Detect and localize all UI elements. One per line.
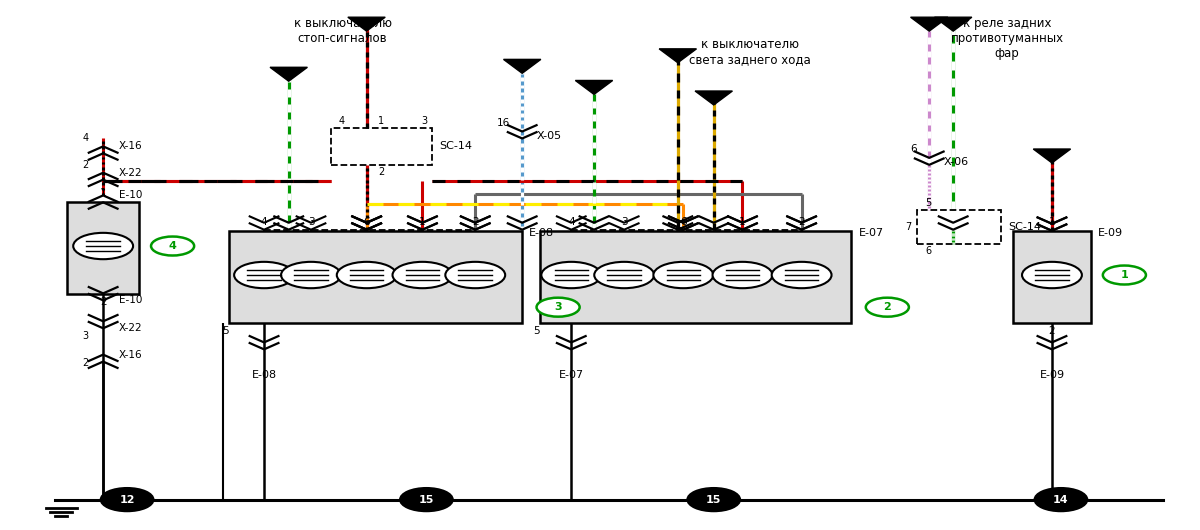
Text: 3: 3 [620,217,628,226]
Text: 5: 5 [925,198,932,208]
Text: X-05: X-05 [536,131,562,141]
Text: 15: 15 [419,494,434,505]
Text: 2: 2 [100,297,107,307]
Text: 2: 2 [83,160,89,170]
Text: к реле задних
противотуманных
фар: к реле задних противотуманных фар [950,17,1063,60]
Circle shape [1034,488,1087,511]
Text: 12: 12 [119,494,134,505]
Polygon shape [270,67,307,81]
Circle shape [281,262,341,288]
Circle shape [772,262,832,288]
Text: 6: 6 [364,217,370,226]
Text: SC-14: SC-14 [1008,222,1042,232]
Circle shape [594,262,654,288]
Circle shape [337,262,397,288]
Text: 16: 16 [497,118,510,128]
Circle shape [392,262,452,288]
Text: 14: 14 [1054,494,1069,505]
Circle shape [713,262,773,288]
Text: 2: 2 [472,217,479,226]
Text: 4: 4 [260,217,268,226]
Text: X-06: X-06 [943,157,968,167]
Text: 3: 3 [83,331,89,341]
Text: SC-14: SC-14 [439,142,473,152]
Circle shape [1103,266,1146,285]
Text: 4: 4 [568,217,575,226]
Text: 1: 1 [1121,270,1128,280]
Text: X-22: X-22 [119,167,143,178]
Text: 6: 6 [680,217,686,226]
Circle shape [536,298,580,316]
Polygon shape [695,91,732,105]
Circle shape [445,262,505,288]
Text: 2: 2 [1049,326,1055,336]
Text: 2: 2 [83,358,89,367]
Circle shape [688,488,740,511]
Circle shape [101,488,154,511]
Text: E-08: E-08 [252,370,277,381]
Text: E-07: E-07 [859,227,883,237]
Text: 2: 2 [798,217,805,226]
Circle shape [1022,262,1082,288]
Text: E-09: E-09 [1098,227,1123,237]
Text: 5: 5 [533,325,540,335]
Circle shape [234,262,294,288]
Text: 4: 4 [340,116,346,126]
Text: 3: 3 [307,217,314,226]
Circle shape [653,262,713,288]
Text: 1: 1 [739,217,745,226]
Text: 1: 1 [378,116,384,126]
Circle shape [151,236,194,255]
Text: к выключателю
стоп-сигналов: к выключателю стоп-сигналов [294,17,391,45]
Circle shape [73,233,133,259]
Text: 7: 7 [905,222,911,232]
Bar [917,210,1001,244]
Circle shape [400,488,452,511]
Text: 2: 2 [883,302,892,312]
Text: E-09: E-09 [1039,370,1064,381]
Polygon shape [911,17,948,31]
Text: 1: 1 [100,188,107,198]
Text: 4: 4 [169,241,176,251]
Text: 3: 3 [421,116,427,126]
Text: 1: 1 [1049,217,1055,226]
Text: E-07: E-07 [559,370,584,381]
Bar [229,231,522,323]
Circle shape [541,262,601,288]
Text: 4: 4 [83,134,89,144]
Bar [331,128,432,165]
Text: к выключателю
света заднего хода: к выключателю света заднего хода [689,38,810,66]
Text: E-10: E-10 [119,295,142,305]
Text: 1: 1 [419,217,426,226]
Text: X-22: X-22 [119,323,143,333]
Text: 15: 15 [706,494,721,505]
Polygon shape [348,17,385,31]
Text: X-16: X-16 [119,142,143,152]
Polygon shape [504,59,541,73]
Bar [540,231,852,323]
Bar [67,202,139,294]
Text: E-10: E-10 [119,190,142,200]
Polygon shape [659,49,696,63]
Text: E-08: E-08 [529,227,554,237]
Text: 3: 3 [554,302,562,312]
Text: 5: 5 [222,325,228,335]
Bar [1013,231,1091,323]
Text: X-16: X-16 [119,350,143,360]
Circle shape [865,298,908,316]
Polygon shape [935,17,972,31]
Text: 2: 2 [378,167,385,177]
Text: 6: 6 [911,144,917,154]
Polygon shape [1033,149,1070,163]
Polygon shape [575,81,613,94]
Text: 6: 6 [925,246,931,256]
